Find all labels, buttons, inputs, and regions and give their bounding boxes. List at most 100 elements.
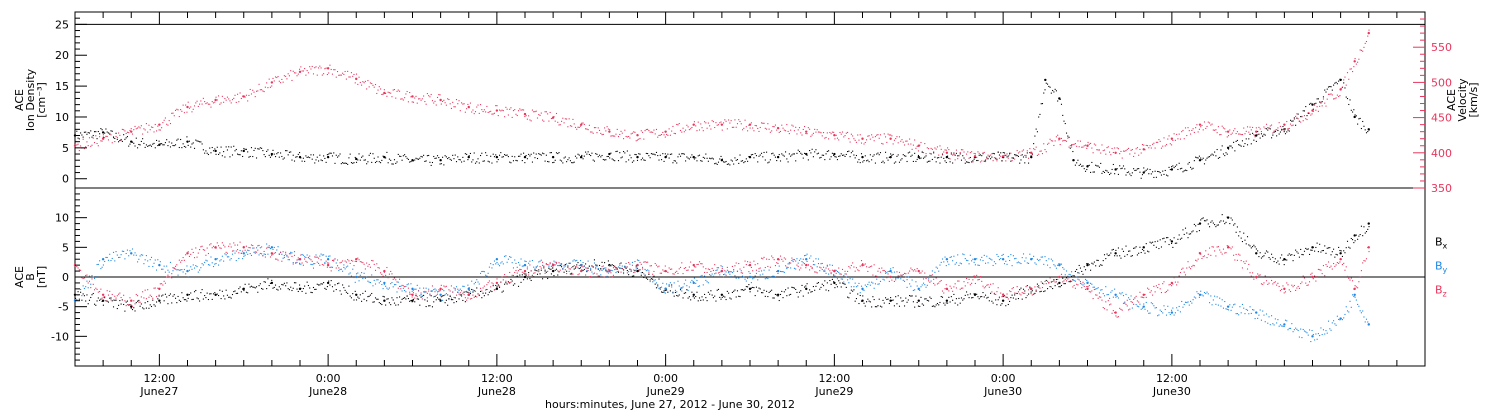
- by-series-sample: [858, 283, 859, 284]
- bx-series-sample: [885, 297, 886, 298]
- velocity-series-sample: [1176, 134, 1177, 135]
- bx-series-sample: [434, 296, 435, 297]
- bz-series-sample: [866, 266, 867, 267]
- bz-series-sample: [869, 267, 870, 268]
- bx-series-sample: [142, 307, 143, 308]
- ion-density-series-sample: [626, 161, 627, 162]
- bx-series-sample: [894, 305, 895, 306]
- ion-density-series-sample: [526, 155, 527, 156]
- ion-density-series-sample: [709, 158, 710, 159]
- bx-series-sample: [1191, 231, 1192, 232]
- ion-density-series-sample: [829, 159, 830, 160]
- ion-density-series-sample: [331, 153, 332, 154]
- bx-series-sample: [1131, 256, 1132, 257]
- velocity-series-sample: [560, 124, 561, 125]
- by-series-sample: [738, 278, 739, 279]
- by-series-sample: [1003, 254, 1004, 255]
- bz-series-sample: [888, 273, 889, 274]
- ion-density-series-sample: [461, 161, 462, 162]
- velocity-series-sample: [631, 133, 632, 134]
- bx-series-sample: [703, 299, 704, 300]
- velocity-series-point: [74, 145, 76, 147]
- bz-series-sample: [108, 295, 109, 296]
- ion-density-series-sample: [1095, 165, 1096, 166]
- ion-density-series-sample: [1270, 128, 1271, 129]
- ion-density-series-sample: [186, 136, 187, 137]
- ion-density-series-sample: [126, 137, 127, 138]
- bx-series-sample: [699, 297, 700, 298]
- by-series-point: [327, 258, 329, 260]
- bz-series-sample: [365, 268, 366, 269]
- by-series-sample: [340, 269, 341, 270]
- ion-density-series-sample: [1056, 90, 1057, 91]
- bz-series-sample: [357, 258, 358, 259]
- ion-density-series-sample: [242, 156, 243, 157]
- by-series-sample: [414, 289, 415, 290]
- bx-series-sample: [536, 270, 537, 271]
- ion-density-series-sample: [944, 160, 945, 161]
- by-series-sample: [743, 277, 744, 278]
- ion-density-series-sample: [700, 160, 701, 161]
- velocity-series-sample: [284, 75, 285, 76]
- bx-series-sample: [250, 286, 251, 287]
- bx-series-sample: [326, 289, 327, 290]
- ion-density-series-sample: [1290, 120, 1291, 121]
- by-series-point: [496, 258, 498, 260]
- bx-series-sample: [529, 278, 530, 279]
- bx-series-sample: [893, 300, 894, 301]
- bx-series-sample: [302, 291, 303, 292]
- velocity-series-sample: [1098, 149, 1099, 150]
- bx-series-sample: [853, 289, 854, 290]
- bz-series-sample: [246, 246, 247, 247]
- bz-series-sample: [586, 268, 587, 269]
- ion-density-series-sample: [809, 150, 810, 151]
- ion-density-series-sample: [1324, 90, 1325, 91]
- ion-density-series-sample: [1174, 167, 1175, 168]
- velocity-series-sample: [539, 115, 540, 116]
- ion-density-series-sample: [510, 162, 511, 163]
- bz-series-sample: [572, 274, 573, 275]
- ion-density-series-sample: [1063, 121, 1064, 122]
- ion-density-series-sample: [226, 146, 227, 147]
- bx-series-sample: [1076, 269, 1077, 270]
- ion-density-series-sample: [329, 153, 330, 154]
- bz-series-sample: [261, 246, 262, 247]
- bx-series-sample: [553, 275, 554, 276]
- bx-series-sample: [1367, 229, 1368, 230]
- bz-series-point: [299, 258, 301, 260]
- by-series-sample: [707, 281, 708, 282]
- velocity-series-sample: [1357, 62, 1358, 63]
- velocity-series-sample: [1324, 103, 1325, 104]
- bx-series-sample: [585, 263, 586, 264]
- velocity-series-sample: [484, 109, 485, 110]
- by-series-sample: [200, 267, 201, 268]
- by-series-sample: [1110, 292, 1111, 293]
- ion-density-series-point: [327, 156, 329, 158]
- ion-density-series-sample: [1066, 133, 1067, 134]
- velocity-series-sample: [980, 161, 981, 162]
- velocity-series-sample: [91, 145, 92, 146]
- bx-series-sample: [976, 294, 977, 295]
- velocity-series-point: [721, 123, 723, 125]
- bx-series-sample: [1262, 256, 1263, 257]
- by-series-sample: [343, 264, 344, 265]
- ion-density-series-sample: [364, 160, 365, 161]
- by-series-sample: [331, 267, 332, 268]
- velocity-series-sample: [1362, 51, 1363, 52]
- bz-series-sample: [541, 268, 542, 269]
- velocity-series-sample: [380, 88, 381, 89]
- velocity-series-sample: [350, 76, 351, 77]
- bx-series-sample: [377, 299, 378, 300]
- bx-series-sample: [546, 272, 547, 273]
- by-series-sample: [963, 254, 964, 255]
- bx-series-sample: [941, 296, 942, 297]
- by-series-sample: [782, 271, 783, 272]
- velocity-series-sample: [1275, 130, 1276, 131]
- bx-series-sample: [1100, 264, 1101, 265]
- velocity-series-sample: [623, 138, 624, 139]
- by-series-sample: [402, 290, 403, 291]
- ion-density-series-sample: [948, 158, 949, 159]
- velocity-series-sample: [218, 95, 219, 96]
- by-series-sample: [1044, 256, 1045, 257]
- bx-series-sample: [995, 299, 996, 300]
